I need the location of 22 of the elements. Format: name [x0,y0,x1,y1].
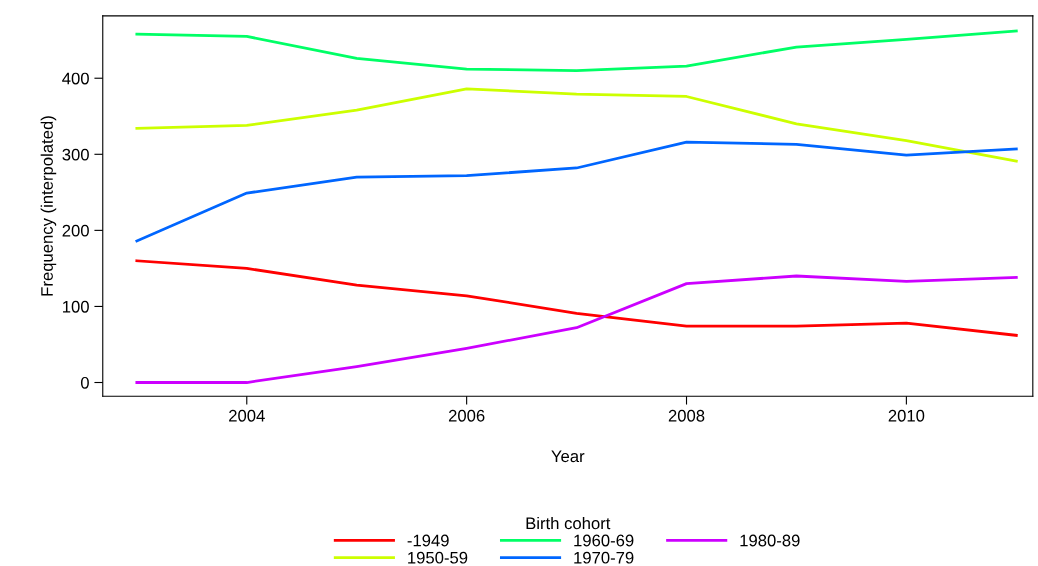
legend-label: 1950-59 [408,551,468,564]
y-tick-label: 300 [62,148,89,161]
line-series [135,259,1018,337]
y-axis-title: Frequency (interpolated) [40,116,57,296]
line-series [135,87,1018,163]
legend-label: 1980-89 [740,534,800,547]
y-tick-label: 0 [80,376,89,389]
x-tick-label: 2010 [888,409,925,422]
line-series [135,29,1018,73]
y-tick-label: 200 [62,224,89,237]
legend-title: Birth cohort [526,516,611,530]
y-tick-label: 400 [62,72,89,85]
x-tick-label: 2006 [448,409,485,422]
y-tick-label: 100 [63,300,89,313]
legend-label: 1970-79 [574,551,634,564]
x-axis-title: Year [551,450,585,463]
x-tick-label: 2004 [229,409,265,422]
x-tick-label: 2008 [668,409,705,422]
line-series [135,274,1018,384]
legend-label: -1949 [407,534,449,547]
legend-label: 1960-69 [574,534,634,547]
line-series [135,140,1018,243]
